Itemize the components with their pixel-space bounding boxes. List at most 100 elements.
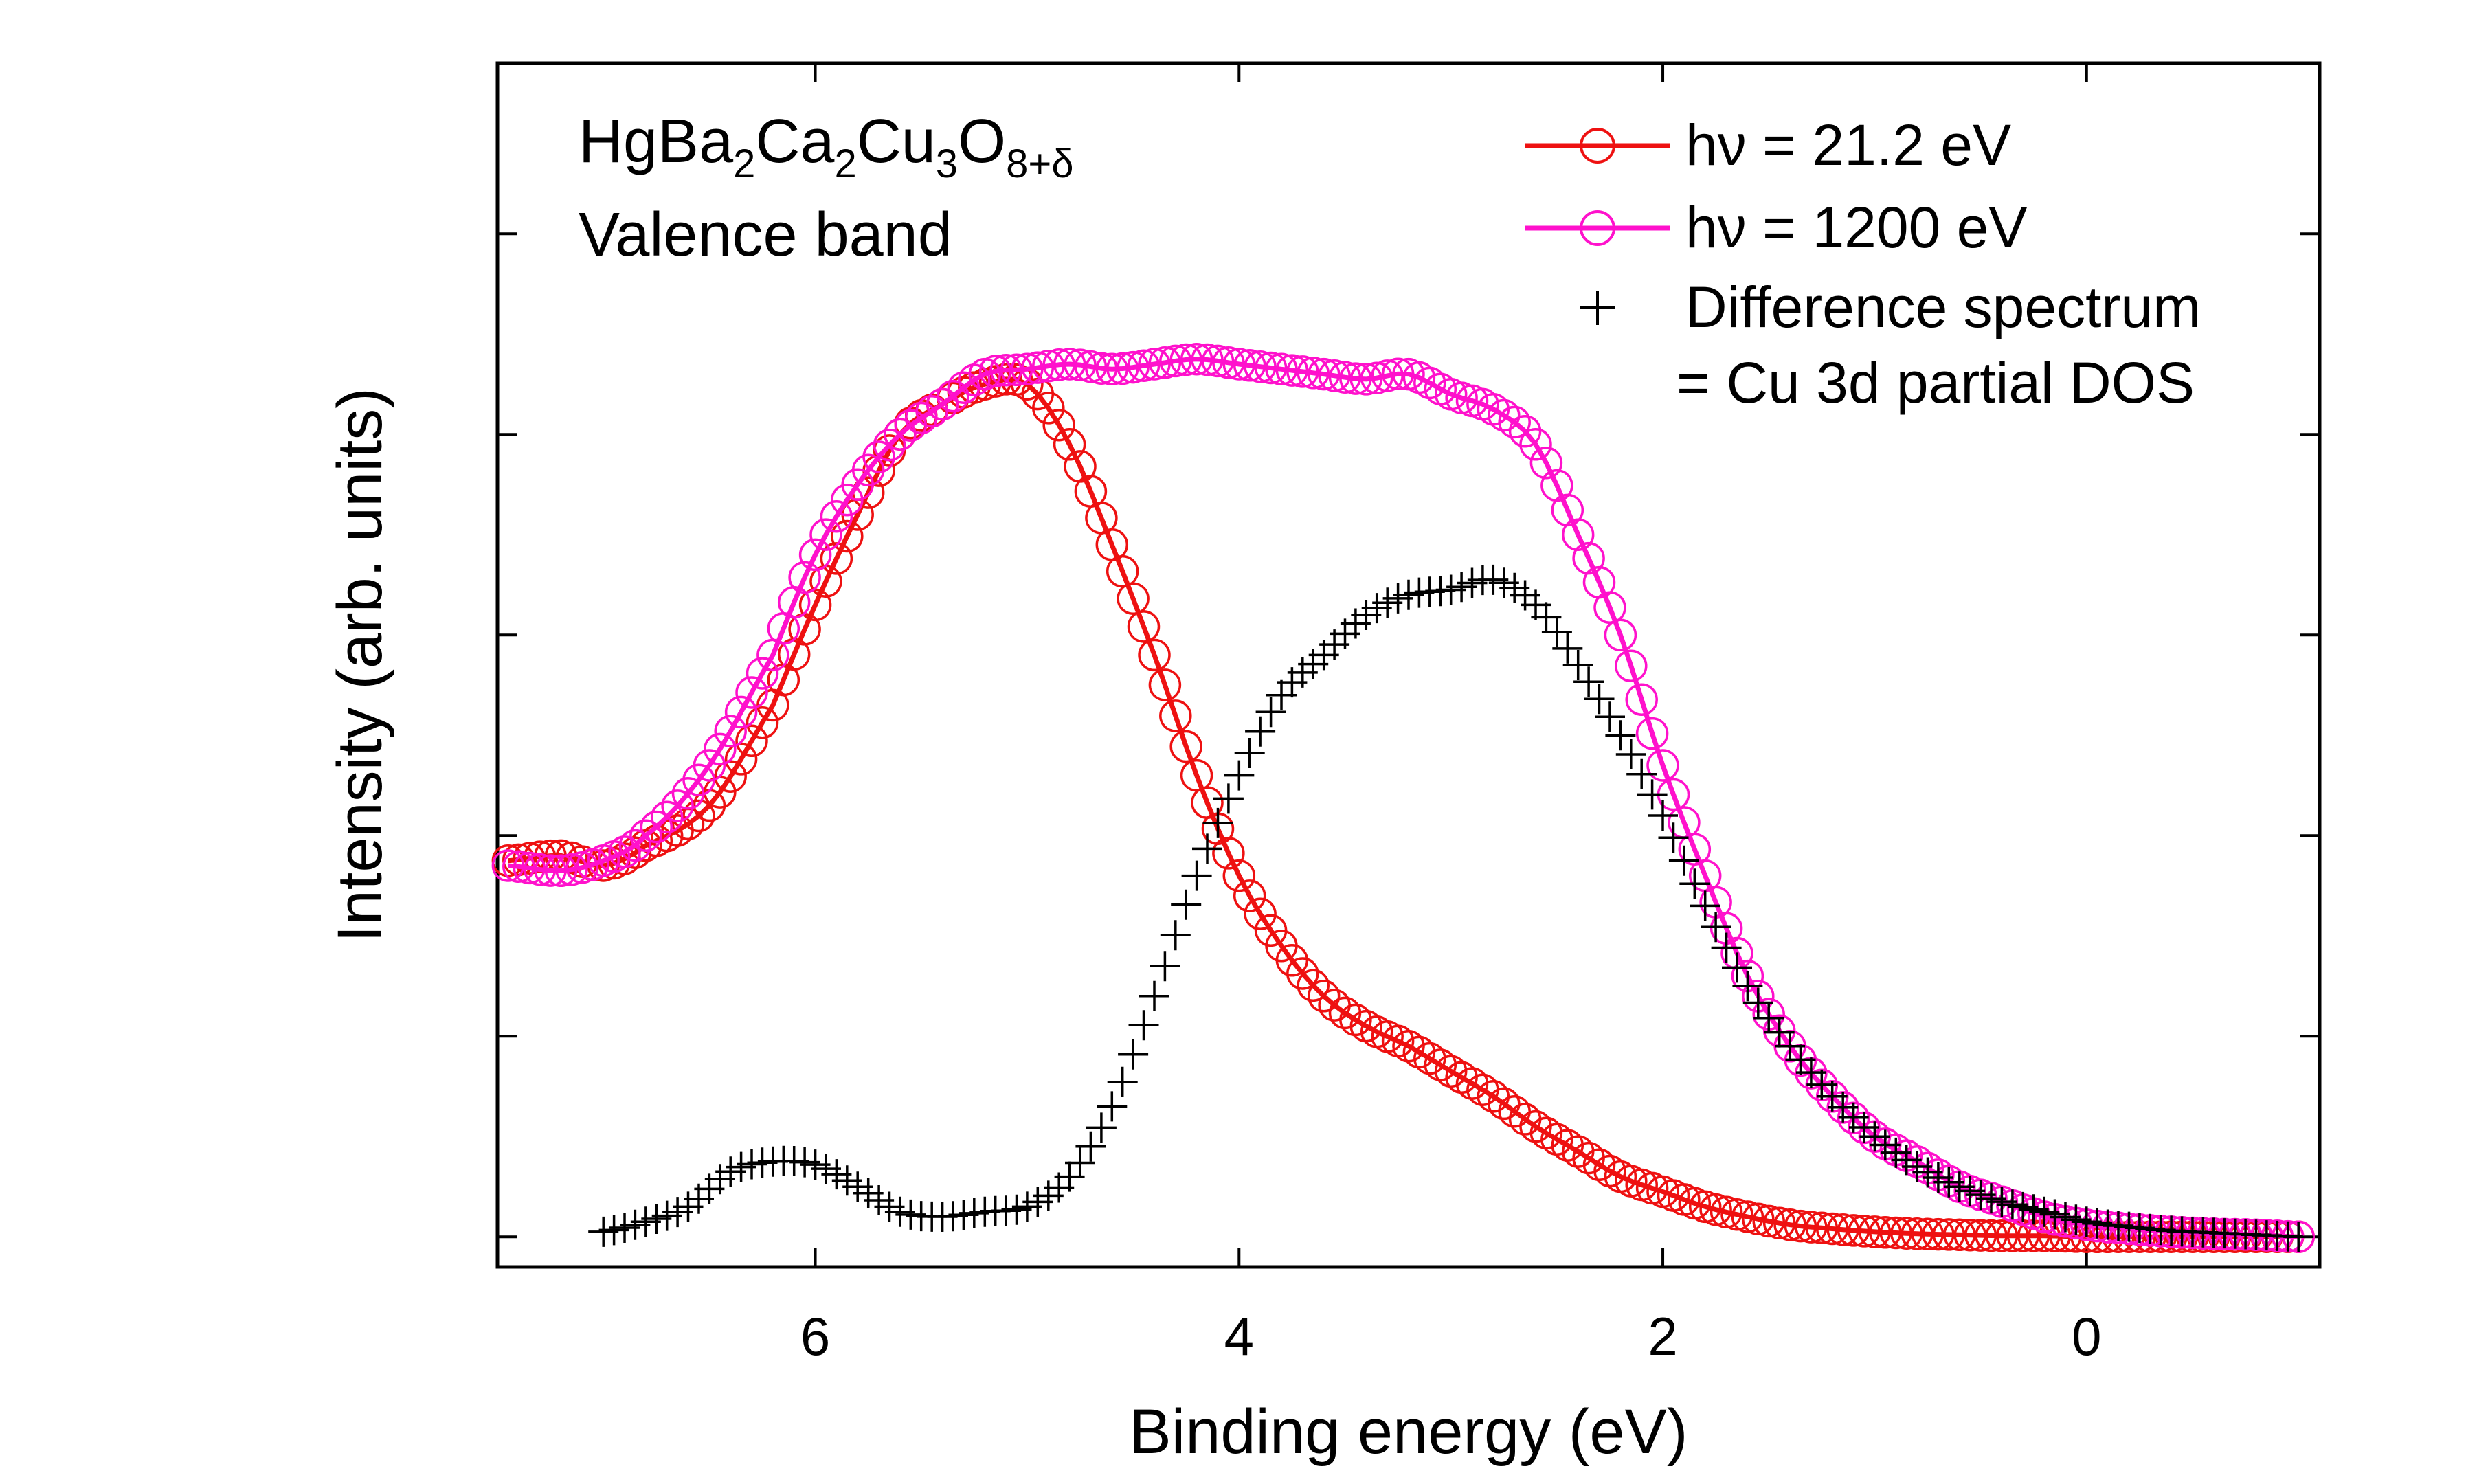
data-point	[1127, 610, 1161, 643]
data-point	[502, 850, 535, 884]
data-point	[1815, 1212, 1849, 1246]
data-point	[693, 749, 726, 782]
series-21eV	[491, 363, 2315, 1254]
data-point	[1042, 408, 1075, 442]
spectrum-region-label: Valence band	[579, 201, 952, 269]
sample-formula: HgBa2Ca2Cu3O8+δ	[579, 107, 1074, 186]
data-point	[1879, 1216, 1913, 1250]
data-point	[798, 538, 832, 572]
data-point	[704, 732, 737, 766]
data-point	[1095, 352, 1129, 386]
data-point	[1434, 1055, 1468, 1088]
data-point	[1572, 541, 1605, 575]
data-point	[1371, 359, 1404, 392]
data-point	[1349, 363, 1383, 396]
data-point	[746, 657, 779, 690]
data-point	[1701, 912, 1731, 943]
data-point	[1752, 1204, 1785, 1238]
data-point	[1541, 617, 1572, 648]
data-point	[1668, 845, 1699, 876]
data-point	[1360, 361, 1393, 394]
data-point	[1615, 649, 1648, 683]
data-point	[1011, 352, 1044, 386]
data-point	[1488, 398, 1521, 432]
data-point	[1245, 716, 1276, 747]
data-point	[1255, 697, 1286, 728]
data-point	[1202, 807, 1233, 838]
data-point	[1000, 353, 1033, 387]
data-point	[1074, 350, 1108, 383]
x-tick-label: 6	[800, 1306, 830, 1367]
data-point	[1784, 1209, 1817, 1243]
legend-marker-21eV	[1580, 128, 1615, 164]
data-point	[1097, 1091, 1128, 1122]
data-point	[1053, 348, 1086, 381]
data-point	[1222, 348, 1256, 381]
data-point	[926, 387, 959, 421]
plot-frame	[495, 61, 2322, 1269]
data-point	[989, 363, 1022, 396]
data-point	[831, 519, 864, 553]
data-point	[1297, 969, 1330, 1002]
data-point	[1169, 730, 1202, 763]
data-point	[1213, 783, 1244, 814]
data-point	[1932, 1218, 1966, 1251]
data-point	[989, 353, 1022, 387]
data-point	[2283, 1222, 2314, 1252]
legend-label-difference-2: = Cu 3d partial DOS	[1677, 350, 2195, 415]
data-point	[1150, 951, 1180, 982]
data-point	[1117, 350, 1150, 384]
legend-marker-1200eV	[1580, 210, 1615, 246]
data-point	[1212, 837, 1245, 870]
data-point	[1064, 348, 1097, 381]
data-point	[1032, 349, 1065, 383]
data-point	[978, 365, 1012, 398]
data-point	[1911, 1217, 1944, 1251]
data-point	[862, 440, 895, 473]
data-point	[1975, 1219, 2008, 1252]
data-point	[1234, 738, 1265, 768]
data-point	[1508, 414, 1542, 448]
data-point	[788, 561, 821, 594]
data-point	[1943, 1218, 1976, 1252]
data-point	[1573, 666, 1604, 697]
data-point	[1637, 779, 1668, 810]
data-point	[1858, 1215, 1892, 1248]
data-point	[1562, 650, 1593, 680]
data-point	[1180, 342, 1213, 376]
series-line	[508, 357, 2299, 1239]
data-point	[1222, 859, 1256, 892]
data-point	[1635, 717, 1669, 750]
data-point	[820, 542, 853, 575]
data-point	[1648, 800, 1678, 831]
data-point	[1604, 618, 1637, 651]
data-point	[1711, 932, 1742, 963]
data-point	[1275, 354, 1309, 387]
data-point	[608, 835, 641, 868]
data-point	[1552, 633, 1583, 664]
series-difference	[588, 564, 2314, 1252]
data-point	[1742, 1202, 1775, 1236]
data-point	[491, 849, 525, 882]
data-point	[1286, 355, 1319, 388]
data-point	[523, 853, 557, 886]
data-point	[1139, 980, 1169, 1011]
data-point	[1233, 349, 1266, 382]
data-point	[1032, 392, 1065, 425]
data-point	[1901, 1217, 1933, 1250]
data-point	[1922, 1217, 1955, 1251]
data-point	[513, 851, 546, 885]
data-point	[1424, 1048, 1457, 1081]
data-point	[724, 743, 758, 776]
data-point	[1529, 446, 1563, 480]
data-point	[1244, 897, 1277, 931]
data-point	[1138, 348, 1171, 381]
data-point	[1339, 1003, 1372, 1037]
data-point	[1159, 344, 1192, 378]
data-point	[714, 715, 747, 748]
data-point	[1181, 860, 1212, 891]
data-point	[1848, 1215, 1881, 1248]
data-point	[735, 724, 768, 758]
data-point	[1498, 405, 1531, 439]
